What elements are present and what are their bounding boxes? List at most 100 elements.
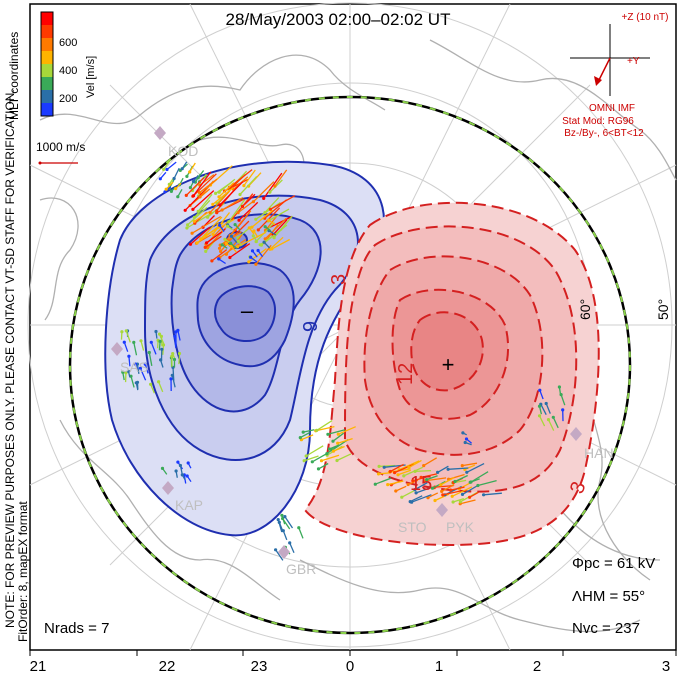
- velocity-vector-origin: [251, 200, 255, 204]
- velocity-vector-origin: [238, 192, 242, 197]
- velocity-vector-origin: [301, 430, 305, 434]
- velocity-vector: [215, 181, 232, 194]
- velocity-vector-origin: [233, 223, 237, 227]
- velocity-vector-origin: [134, 381, 138, 385]
- velocity-vector-origin: [468, 495, 472, 499]
- velocity-vector: [231, 193, 254, 220]
- station-kap: KAP: [175, 497, 203, 513]
- lat-label-60: 60°: [577, 299, 593, 320]
- velocity-vector: [212, 187, 234, 205]
- velocity-vector: [255, 221, 275, 243]
- velocity-vector-origin: [158, 339, 162, 343]
- velocity-vector-origin: [225, 224, 230, 228]
- velocity-vector: [158, 333, 165, 345]
- positive-cell: [303, 201, 600, 547]
- velocity-vector-origin: [196, 209, 200, 213]
- velocity-vector: [238, 201, 259, 221]
- velocity-vector: [427, 492, 439, 499]
- velocity-vector-origin: [163, 190, 167, 194]
- contour-label-15: 15: [410, 473, 432, 495]
- velocity-vector: [229, 210, 252, 237]
- velocity-vector-origin: [185, 174, 189, 178]
- velocity-vector-origin: [176, 460, 180, 464]
- velocity-vector-origin: [336, 441, 340, 445]
- velocity-vector-origin: [254, 217, 258, 221]
- velocity-vector-origin: [192, 219, 196, 223]
- velocity-vector-origin: [413, 488, 417, 492]
- velocity-vector-origin: [188, 242, 193, 246]
- velocity-vector-origin: [460, 492, 465, 496]
- velocity-vector-origin: [538, 388, 542, 392]
- velocity-vector-origin: [228, 255, 232, 260]
- station-markers: [111, 126, 582, 559]
- velocity-vector-origin: [461, 431, 465, 435]
- contour-label-9: 9: [300, 321, 322, 332]
- velocity-vector-origin: [411, 479, 415, 483]
- mlt-label-21: 21: [30, 658, 47, 674]
- velocity-vector: [130, 376, 135, 388]
- velocity-vector-origin: [288, 541, 292, 545]
- velocity-vector-origin: [422, 464, 426, 468]
- velocity-vector: [192, 173, 217, 197]
- velocity-vector-origin: [186, 223, 190, 227]
- velocity-vector: [252, 181, 275, 203]
- velocity-vector-origin: [185, 226, 189, 230]
- velocity-vector-origin: [402, 474, 406, 478]
- velocity-vector-origin: [157, 380, 161, 384]
- velocity-vector: [442, 490, 460, 496]
- velocity-vector-origin: [449, 488, 453, 492]
- velocity-vector-origin: [270, 247, 274, 251]
- velocity-vector: [190, 226, 211, 245]
- velocity-vector: [434, 484, 454, 488]
- station-sas: SAS: [120, 359, 148, 375]
- velocity-vector-origin: [561, 408, 565, 412]
- velocity-vector-origin: [394, 489, 398, 493]
- velocity-vector: [174, 336, 177, 348]
- velocity-vector: [219, 181, 244, 206]
- velocity-vector-origin: [273, 184, 277, 188]
- velocity-vector-origin: [327, 447, 331, 451]
- velocity-vector-origin: [188, 186, 192, 190]
- velocity-vector-origin: [414, 491, 418, 495]
- velocity-vector-origin: [170, 373, 174, 377]
- imf-source: OMNI IMF: [589, 103, 635, 114]
- velocity-vector-origin: [188, 170, 192, 174]
- velocity-vector-origin: [171, 352, 175, 356]
- velocity-vector-origin: [186, 461, 190, 465]
- velocity-vector-origin: [252, 229, 256, 233]
- velocity-vector-origin: [165, 167, 169, 172]
- velocity-vector-origin: [297, 526, 301, 530]
- velocity-vector-origin: [476, 483, 480, 488]
- velocity-vector-origin: [436, 470, 440, 474]
- velocity-vector: [378, 472, 389, 475]
- velocity-vector-origin: [546, 418, 551, 422]
- velocity-vector-origin: [458, 500, 462, 504]
- velocity-vector-origin: [169, 377, 173, 381]
- velocity-vector: [243, 169, 256, 186]
- velocity-vectors: [120, 160, 566, 561]
- velocity-vector-origin: [124, 329, 128, 333]
- velocity-vector-origin: [410, 500, 414, 504]
- preview-note: NOTE: FOR PREVIEW PURPOSES ONLY. PLEASE …: [3, 89, 17, 628]
- velocity-vector: [275, 549, 284, 561]
- velocity-vector-origin: [164, 187, 168, 191]
- velocity-vector-origin: [208, 211, 212, 215]
- mlt-label-3: 3: [662, 658, 670, 674]
- velocity-vector: [305, 445, 324, 457]
- velocity-vector-origin: [224, 242, 228, 246]
- velocity-vector: [303, 455, 319, 462]
- velocity-vector-origin: [217, 195, 221, 199]
- velocity-vector: [389, 463, 404, 473]
- stat-mod-label: Stat Mod: RG96: [562, 116, 634, 127]
- velocity-vector-origin: [235, 245, 240, 249]
- velocity-vector-origin: [162, 167, 166, 171]
- velocity-vector: [157, 381, 164, 393]
- station-sto: STO: [398, 519, 427, 535]
- imf-z-label: +Z (10 nT): [622, 12, 669, 23]
- velocity-vector: [407, 479, 419, 486]
- velocity-vector-origin: [147, 350, 151, 355]
- coordinates-label: MLT coordinates: [7, 32, 21, 120]
- velocity-vector-origin: [180, 473, 184, 477]
- velocity-vector: [267, 215, 293, 230]
- velocity-vector: [401, 490, 415, 498]
